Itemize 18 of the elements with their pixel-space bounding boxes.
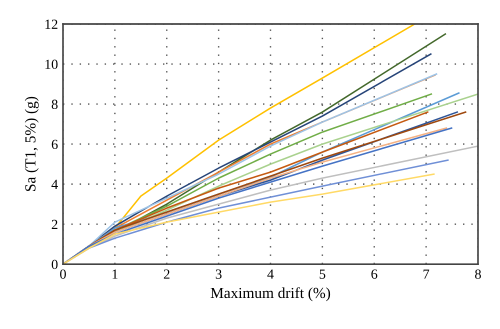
x-axis-title: Maximum drift (%)	[210, 287, 330, 302]
y-axis-title: Sa (T1, 5%) (g)	[24, 96, 39, 192]
y-tick-label: 0	[52, 260, 58, 270]
x-tick-label: 3	[216, 269, 222, 279]
x-tick-label: 2	[164, 269, 170, 279]
y-tick-label: 10	[45, 60, 58, 69]
y-tick-label: 6	[52, 140, 58, 150]
y-tick-label: 4	[51, 180, 58, 189]
x-tick-label: 4	[267, 270, 274, 279]
x-tick-label: 5	[320, 270, 326, 279]
y-tick-label: 8	[52, 100, 58, 110]
y-tick-label: 2	[52, 220, 58, 229]
x-tick-label: 8	[475, 269, 481, 279]
x-tick-label: 1	[112, 270, 118, 279]
x-tick-label: 7	[424, 270, 430, 279]
y-tick-label: 12	[45, 20, 58, 29]
x-tick-label: 0	[60, 269, 66, 279]
x-tick-label: 6	[371, 269, 378, 279]
